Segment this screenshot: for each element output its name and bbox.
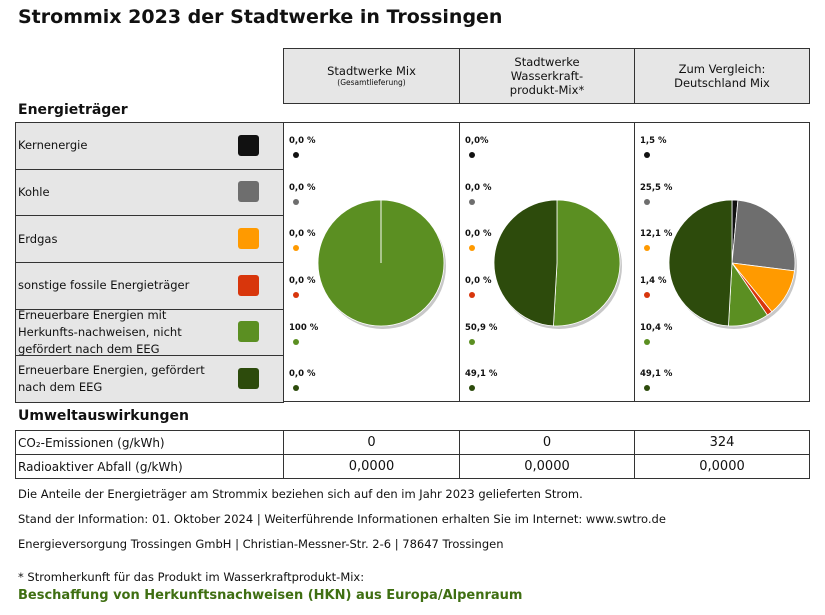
pie-slice	[668, 199, 733, 327]
source-label: Erneuerbare Energien, gefördert nach dem…	[18, 363, 205, 395]
share-label: 49,1 %	[640, 369, 673, 380]
color-swatch	[238, 274, 259, 296]
env-value: 0,0000	[283, 454, 460, 479]
footnote-highlight: Beschaffung von Herkunftsnachweisen (HKN…	[18, 588, 523, 603]
share-label: 50,9 %	[465, 322, 498, 333]
header-line: Wasserkraft-	[510, 69, 584, 83]
pie-slice	[731, 199, 796, 272]
column-box	[634, 122, 810, 402]
share-label: 1,5 %	[640, 136, 667, 146]
share-label: 0,0 %	[289, 229, 316, 240]
footnote: * Stromherkunft für das Produkt im Wasse…	[18, 570, 365, 584]
legend-dot	[469, 385, 475, 392]
env-label: Radioaktiver Abfall (g/kWh)	[15, 454, 284, 479]
env-value: 0	[459, 430, 635, 455]
source-label: Erneuerbare Energien mit Herkunfts-nachw…	[18, 307, 182, 356]
section-heading: Energieträger	[18, 102, 128, 118]
column-header: Stadtwerke Wasserkraft-produkt-Mix*	[459, 48, 635, 104]
note: Energieversorgung Trossingen GmbH | Chri…	[18, 537, 504, 551]
source-row: sonstige fossile Energieträger	[15, 262, 284, 310]
header-line: Stadtwerke	[514, 55, 580, 69]
share-label: 0,0 %	[289, 136, 316, 146]
legend-dot	[293, 385, 299, 392]
share-label: 0,0 %	[289, 276, 316, 286]
env-value: 0	[283, 430, 460, 455]
legend-dot	[293, 292, 299, 298]
color-swatch	[238, 181, 259, 203]
share-label: 49,1 %	[465, 369, 498, 380]
legend-dot	[293, 245, 299, 252]
share-label: 0,0 %	[289, 182, 316, 193]
legend-dot	[644, 338, 650, 345]
header-line: produkt-Mix*	[509, 83, 585, 97]
share-label: 0,0%	[465, 136, 489, 146]
source-label: Kernenergie	[18, 138, 88, 153]
legend-dot	[293, 198, 299, 205]
share-label: 0,0 %	[465, 229, 492, 240]
header-line: Zum Vergleich:	[678, 62, 766, 76]
share-label: 1,4 %	[640, 276, 667, 286]
header-subtitle: (Gesamtlieferung)	[337, 78, 406, 87]
source-label: Kohle	[18, 184, 50, 199]
legend-dot	[469, 245, 475, 252]
share-label: 12,1 %	[640, 229, 673, 240]
legend-dot	[644, 152, 650, 158]
share-label: 0,0 %	[289, 369, 316, 380]
source-label: sonstige fossile Energieträger	[18, 278, 190, 293]
env-value: 0,0000	[634, 454, 810, 479]
legend-dot	[644, 198, 650, 205]
legend-dot	[293, 152, 299, 158]
env-value: 324	[634, 430, 810, 455]
section-heading: Umweltauswirkungen	[18, 408, 189, 424]
legend-dot	[644, 292, 650, 298]
share-label: 100 %	[289, 322, 319, 333]
env-value: 0,0000	[459, 454, 635, 479]
note: Die Anteile der Energieträger am Strommi…	[18, 487, 583, 501]
note: Stand der Information: 01. Oktober 2024 …	[18, 512, 666, 526]
legend-dot	[644, 385, 650, 392]
env-label: CO₂-Emissionen (g/kWh)	[15, 430, 284, 455]
color-swatch	[238, 321, 259, 343]
pie-slice	[493, 199, 558, 327]
legend-dot	[469, 198, 475, 205]
share-label: 0,0 %	[465, 276, 492, 286]
header-line: Stadtwerke Mix	[327, 64, 416, 78]
column-header: Zum Vergleich: Deutschland Mix	[634, 48, 810, 104]
share-label: 25,5 %	[640, 182, 673, 193]
color-swatch	[238, 228, 259, 250]
pie-slice	[553, 199, 621, 327]
legend-dot	[293, 338, 299, 345]
legend-dot	[469, 152, 475, 158]
legend-dot	[469, 338, 475, 345]
title: Strommix 2023 der Stadtwerke in Trossing…	[18, 6, 503, 28]
source-label: Erdgas	[18, 231, 58, 246]
legend-dot	[644, 245, 650, 252]
color-swatch	[238, 368, 259, 390]
source-row: Erneuerbare Energien, gefördert nach dem…	[15, 355, 284, 403]
legend-dot	[469, 292, 475, 298]
share-label: 10,4 %	[640, 322, 673, 333]
color-swatch	[238, 134, 259, 156]
share-label: 0,0 %	[465, 182, 492, 193]
header-line: Deutschland Mix	[674, 76, 770, 90]
